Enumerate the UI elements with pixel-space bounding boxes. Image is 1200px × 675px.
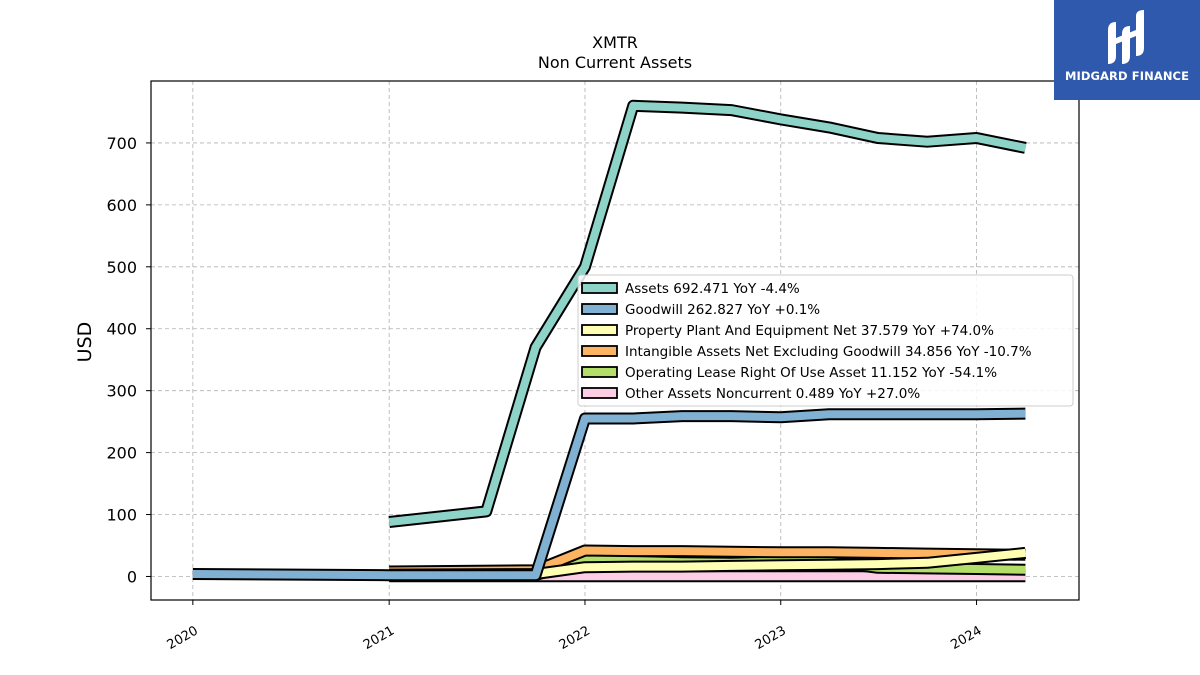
legend-entry-label: Operating Lease Right Of Use Asset 11.15… xyxy=(625,365,997,381)
series-line-3 xyxy=(389,544,1026,578)
y-axis-label: USD xyxy=(74,322,96,363)
series-stroke xyxy=(192,409,1026,580)
x-tick-label: 2021 xyxy=(361,623,397,653)
y-tick-label: 600 xyxy=(106,196,137,215)
legend-entry-label: Property Plant And Equipment Net 37.579 … xyxy=(625,323,994,339)
legend-swatch xyxy=(581,303,618,315)
series-stroke xyxy=(389,546,1026,576)
legend-swatch xyxy=(581,366,618,378)
legend-swatch xyxy=(581,282,618,294)
series-line-2 xyxy=(389,546,1027,581)
legend-entry-label: Other Assets Noncurrent 0.489 YoY +27.0% xyxy=(625,386,920,402)
x-tick-label: 2023 xyxy=(753,623,789,653)
legend: Assets 692.471 YoY -4.4% Goodwill 262.827… xyxy=(577,274,1074,407)
series-line-1 xyxy=(192,407,1026,582)
chart-subtitle: Non Current Assets xyxy=(538,53,692,72)
chart-title: XMTR xyxy=(592,33,638,52)
y-tick-label: 0 xyxy=(127,567,137,586)
y-tick-label: 100 xyxy=(106,506,137,525)
logo-mark-icon xyxy=(1108,10,1144,64)
plot-frame xyxy=(150,80,1080,601)
series-stroke xyxy=(388,101,1027,526)
y-tick-label: 500 xyxy=(106,258,137,277)
legend-swatch xyxy=(581,324,618,336)
y-tick-label: 400 xyxy=(106,320,137,339)
legend-entry-label: Intangible Assets Net Excluding Goodwill… xyxy=(625,344,1032,360)
series-lines xyxy=(192,99,1027,583)
series-stroke xyxy=(389,548,1026,579)
x-tick-label: 2020 xyxy=(165,623,201,653)
series-line-0 xyxy=(388,99,1027,528)
midgard-finance-logo: MIDGARD FINANCE xyxy=(1054,0,1200,100)
legend-swatch xyxy=(581,345,618,357)
x-tick-label: 2022 xyxy=(557,623,593,653)
y-tick-label: 700 xyxy=(106,134,137,153)
y-tick-label: 300 xyxy=(106,382,137,401)
logo-text: MIDGARD FINANCE xyxy=(1064,69,1190,83)
legend-swatch xyxy=(581,387,618,399)
legend-entry-label: Assets 692.471 YoY -4.4% xyxy=(625,281,800,297)
legend-entry-label: Goodwill 262.827 YoY +0.1% xyxy=(625,302,820,318)
y-tick-label: 200 xyxy=(106,444,137,463)
legend-box xyxy=(577,274,1074,407)
x-tick-label: 2024 xyxy=(948,623,984,653)
